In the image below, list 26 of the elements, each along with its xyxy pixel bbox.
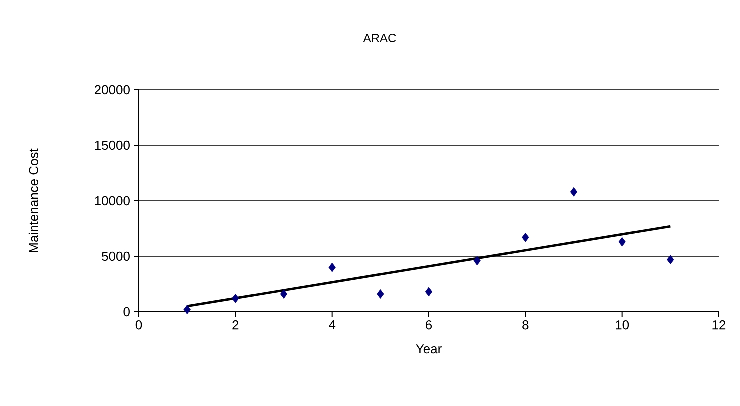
x-axis-title: Year: [416, 344, 442, 354]
x-tick-label: 0: [136, 320, 142, 330]
point: [474, 256, 481, 266]
point: [522, 232, 530, 242]
point: [425, 287, 433, 297]
point: [232, 294, 240, 304]
y-tick-label: 10000: [95, 196, 130, 206]
x-tick-label: 2: [232, 320, 239, 330]
point: [328, 262, 336, 272]
point: [570, 187, 578, 197]
x-tick-label: 12: [712, 320, 726, 330]
x-tick-label: 4: [329, 320, 336, 330]
y-tick-label: 5000: [102, 252, 130, 262]
x-tick-label: 6: [426, 320, 432, 330]
x-tick-label: 10: [616, 320, 630, 330]
point: [618, 237, 626, 247]
chart-title: ARAC: [363, 34, 396, 42]
y-tick-label: 20000: [94, 85, 130, 95]
point: [377, 290, 384, 299]
x-tick-label: 8: [522, 320, 529, 330]
point: [667, 255, 674, 265]
y-tick-label: 15000: [95, 140, 130, 150]
point: [184, 305, 191, 314]
y-tick-label: 0: [124, 307, 130, 317]
y-axis-title: Maintenance Cost: [28, 148, 38, 252]
point: [280, 290, 288, 299]
